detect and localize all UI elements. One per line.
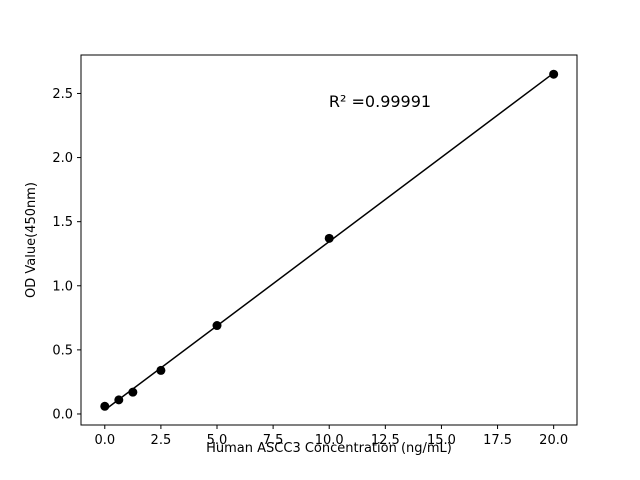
y-axis-label: OD Value(450nm) xyxy=(24,182,39,298)
r-squared-annotation: R² =0.99991 xyxy=(329,92,431,111)
data-point xyxy=(128,387,138,397)
x-tick-label: 17.5 xyxy=(483,433,512,448)
x-tick-label: 7.5 xyxy=(263,433,284,448)
y-tick-label: 2.0 xyxy=(52,151,73,166)
x-tick-label: 10.0 xyxy=(315,433,344,448)
x-tick-label: 12.5 xyxy=(371,433,400,448)
data-point xyxy=(100,401,110,411)
y-tick-label: 0.0 xyxy=(52,407,73,422)
x-tick-label: 2.5 xyxy=(151,433,172,448)
plot-area: 0.0 2.5 5.0 7.5 10.0 12.5 15.0 17.5 20.0 0.0 0.5 1.… xyxy=(52,54,578,448)
x-tick-label: 20.0 xyxy=(539,433,568,448)
y-tick-label: 2.5 xyxy=(52,87,73,102)
x-tick-label: 5.0 xyxy=(207,433,228,448)
y-tick-label: 1.0 xyxy=(52,279,73,294)
data-point xyxy=(549,69,559,79)
data-point xyxy=(212,321,222,331)
data-point xyxy=(156,365,166,375)
x-tick-label: 15.0 xyxy=(427,433,456,448)
x-axis-label: Human ASCC3 Concentration (ng/mL) xyxy=(206,441,452,456)
x-tick-label: 0.0 xyxy=(94,433,115,448)
y-tick-label: 0.5 xyxy=(52,343,73,358)
data-point xyxy=(324,233,334,243)
data-point xyxy=(114,395,124,405)
y-tick-label: 1.5 xyxy=(52,215,73,230)
